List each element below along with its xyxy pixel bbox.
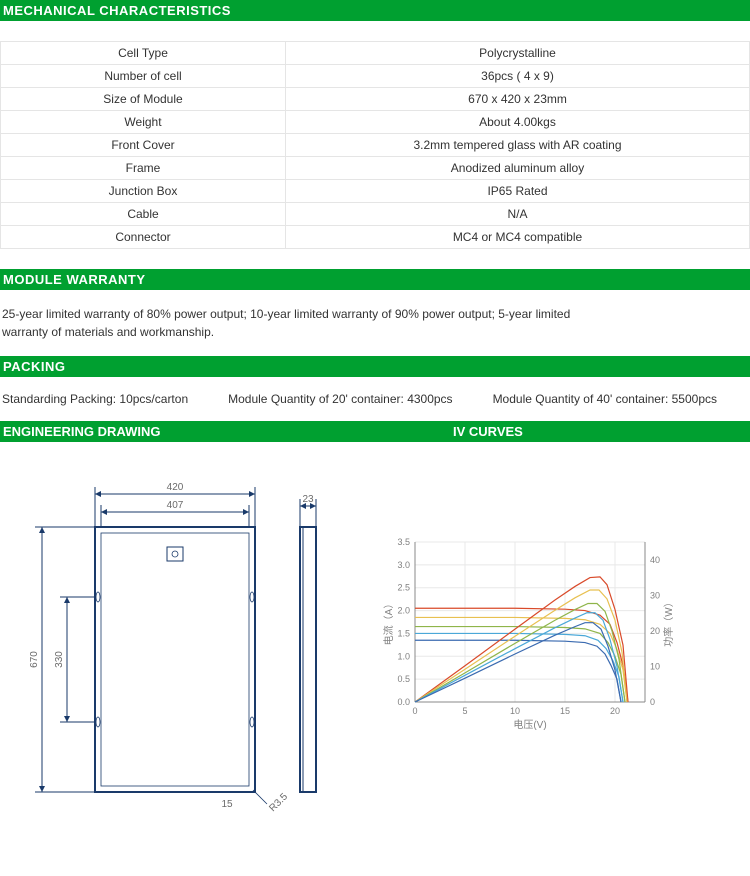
- svg-text:20: 20: [610, 706, 620, 716]
- mech-label: Front Cover: [1, 134, 286, 157]
- mech-value: 3.2mm tempered glass with AR coating: [286, 134, 750, 157]
- mechanical-header: MECHANICAL CHARACTERISTICS: [0, 0, 750, 21]
- mechanical-table: Cell TypePolycrystallineNumber of cell36…: [0, 41, 750, 249]
- table-row: ConnectorMC4 or MC4 compatible: [1, 226, 750, 249]
- dual-header: ENGINEERING DRAWING IV CURVES: [0, 421, 750, 442]
- packing-std: Standarding Packing: 10pcs/carton: [2, 392, 188, 406]
- table-row: Front Cover3.2mm tempered glass with AR …: [1, 134, 750, 157]
- mech-value: N/A: [286, 203, 750, 226]
- mech-value: IP65 Rated: [286, 180, 750, 203]
- svg-text:3.5: 3.5: [397, 537, 410, 547]
- mech-value: MC4 or MC4 compatible: [286, 226, 750, 249]
- svg-text:30: 30: [650, 590, 660, 600]
- iv-header: IV CURVES: [450, 421, 526, 442]
- mech-label: Size of Module: [1, 88, 286, 111]
- table-row: WeightAbout 4.00kgs: [1, 111, 750, 134]
- warranty-header: MODULE WARRANTY: [0, 269, 750, 290]
- svg-text:0: 0: [412, 706, 417, 716]
- svg-text:电压(V): 电压(V): [513, 718, 546, 731]
- packing-20: Module Quantity of 20' container: 4300pc…: [228, 392, 452, 406]
- svg-text:0.5: 0.5: [397, 674, 410, 684]
- svg-text:15: 15: [560, 706, 570, 716]
- table-row: Cell TypePolycrystalline: [1, 42, 750, 65]
- svg-text:2.0: 2.0: [397, 606, 410, 616]
- mech-value: Polycrystalline: [286, 42, 750, 65]
- engineering-drawing: R3.5 15 420 407 670 330 23: [0, 472, 380, 835]
- svg-text:0: 0: [650, 697, 655, 707]
- svg-text:3.0: 3.0: [397, 560, 410, 570]
- mech-value: 36pcs ( 4 x 9): [286, 65, 750, 88]
- svg-text:15: 15: [221, 799, 233, 810]
- packing-40: Module Quantity of 40' container: 5500pc…: [493, 392, 717, 406]
- svg-text:5: 5: [462, 706, 467, 716]
- table-row: FrameAnodized aluminum alloy: [1, 157, 750, 180]
- mech-label: Frame: [1, 157, 286, 180]
- svg-text:407: 407: [167, 500, 184, 511]
- mech-label: Cell Type: [1, 42, 286, 65]
- packing-row: Standarding Packing: 10pcs/carton Module…: [0, 377, 750, 421]
- svg-text:0.0: 0.0: [397, 697, 410, 707]
- mech-label: Weight: [1, 111, 286, 134]
- svg-text:R3.5: R3.5: [267, 791, 290, 814]
- packing-header: PACKING: [0, 356, 750, 377]
- table-row: CableN/A: [1, 203, 750, 226]
- svg-text:10: 10: [650, 661, 660, 671]
- svg-text:电流（A）: 电流（A）: [382, 599, 395, 646]
- svg-text:420: 420: [167, 482, 184, 493]
- mech-label: Junction Box: [1, 180, 286, 203]
- table-row: Number of cell36pcs ( 4 x 9): [1, 65, 750, 88]
- svg-text:40: 40: [650, 555, 660, 565]
- warranty-text: 25-year limited warranty of 80% power ou…: [0, 290, 600, 356]
- svg-text:功率（W）: 功率（W）: [662, 597, 675, 646]
- engineering-header: ENGINEERING DRAWING: [0, 421, 450, 442]
- table-row: Size of Module670 x 420 x 23mm: [1, 88, 750, 111]
- svg-text:1.0: 1.0: [397, 651, 410, 661]
- mech-label: Connector: [1, 226, 286, 249]
- table-row: Junction BoxIP65 Rated: [1, 180, 750, 203]
- svg-text:10: 10: [510, 706, 520, 716]
- iv-chart: 0 5 10 15 20 0.0 0.5 1.0 1.5 2.0 2.5 3.0 3.5 0 10 20 30 4…: [380, 472, 750, 835]
- svg-text:330: 330: [54, 651, 65, 668]
- mech-label: Cable: [1, 203, 286, 226]
- mech-value: 670 x 420 x 23mm: [286, 88, 750, 111]
- mech-label: Number of cell: [1, 65, 286, 88]
- svg-text:670: 670: [29, 651, 40, 668]
- svg-text:23: 23: [302, 494, 314, 505]
- svg-text:2.5: 2.5: [397, 583, 410, 593]
- mech-value: Anodized aluminum alloy: [286, 157, 750, 180]
- svg-text:1.5: 1.5: [397, 628, 410, 638]
- svg-text:20: 20: [650, 626, 660, 636]
- mech-value: About 4.00kgs: [286, 111, 750, 134]
